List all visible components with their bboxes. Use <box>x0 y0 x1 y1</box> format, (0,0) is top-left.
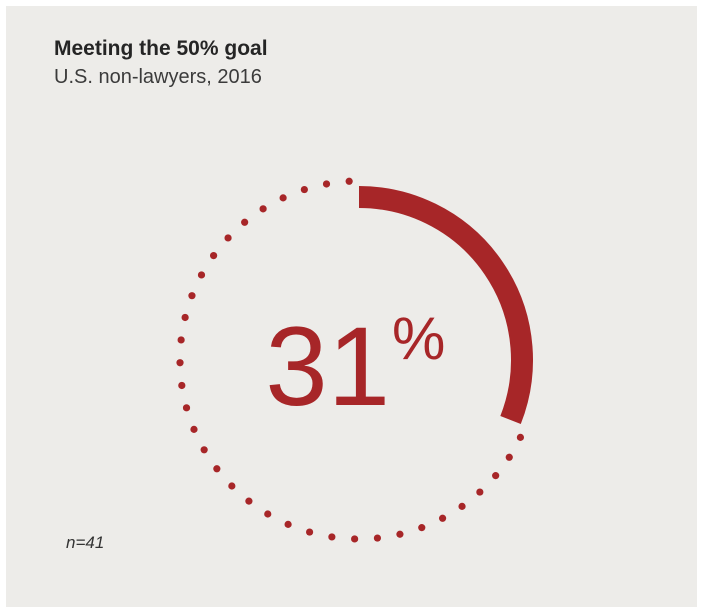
value-unit: % <box>392 305 445 372</box>
remainder-dot <box>259 205 267 213</box>
remainder-dot <box>181 313 189 322</box>
remainder-dot <box>345 177 353 185</box>
chart-card: Meeting the 50% goal U.S. non-lawyers, 2… <box>6 6 697 607</box>
remainder-dot <box>245 497 253 505</box>
progress-ring-chart: 31 % <box>176 177 533 543</box>
progress-arc <box>358 186 533 425</box>
remainder-dot <box>438 514 447 522</box>
remainder-dot <box>213 465 221 473</box>
remainder-dot <box>476 488 484 496</box>
remainder-dot <box>505 453 513 461</box>
remainder-dot <box>373 534 382 542</box>
remainder-dot <box>492 472 500 480</box>
remainder-dot <box>396 530 404 538</box>
remainder-dot <box>200 446 208 454</box>
remainder-dot <box>197 271 206 279</box>
remainder-dot <box>182 404 191 412</box>
remainder-dot <box>516 433 525 441</box>
remainder-dot <box>305 528 314 536</box>
remainder-dot <box>284 520 292 528</box>
remainder-dot <box>279 194 287 202</box>
sample-size-note: n=41 <box>66 533 105 552</box>
remainder-dot <box>188 292 196 300</box>
remainder-dot <box>210 252 218 260</box>
remainder-dot <box>328 533 336 541</box>
value-label: 31 <box>265 304 390 429</box>
remainder-dot <box>177 336 185 344</box>
remainder-dot <box>458 502 466 510</box>
chart-title: Meeting the 50% goal <box>54 37 268 60</box>
remainder-dot <box>418 524 426 532</box>
remainder-dot <box>178 381 186 390</box>
remainder-dot <box>176 359 184 367</box>
remainder-dot <box>300 185 308 194</box>
remainder-dot <box>190 425 198 433</box>
remainder-dot <box>322 180 331 188</box>
remainder-dot <box>224 234 232 242</box>
chart-subtitle: U.S. non-lawyers, 2016 <box>54 66 262 88</box>
remainder-dot <box>264 510 272 518</box>
remainder-dot <box>351 535 359 543</box>
remainder-dot <box>228 482 236 490</box>
ring-layer <box>176 177 533 543</box>
remainder-dot <box>241 218 249 226</box>
